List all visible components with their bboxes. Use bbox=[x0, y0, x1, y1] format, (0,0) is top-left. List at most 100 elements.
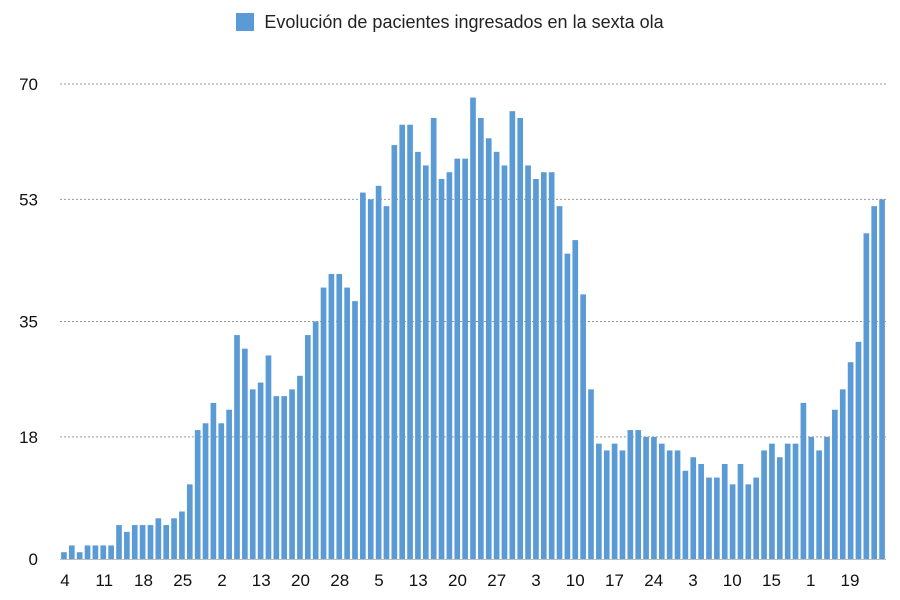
bar bbox=[155, 518, 162, 559]
bar bbox=[596, 443, 602, 559]
legend-swatch bbox=[236, 13, 255, 31]
x-tick-label: 25 bbox=[173, 571, 192, 590]
x-tick-label: 27 bbox=[487, 571, 506, 590]
bar bbox=[635, 430, 642, 559]
bar bbox=[478, 117, 484, 559]
bar bbox=[139, 525, 146, 559]
bar bbox=[124, 531, 130, 559]
bar bbox=[179, 511, 185, 559]
y-tick-label: 53 bbox=[19, 190, 38, 209]
bar bbox=[706, 477, 712, 559]
bar bbox=[800, 402, 807, 559]
bar bbox=[116, 525, 122, 559]
x-tick-label: 4 bbox=[60, 571, 69, 590]
bar bbox=[68, 545, 75, 559]
bar bbox=[328, 274, 335, 559]
bar bbox=[92, 545, 99, 559]
bar bbox=[658, 443, 665, 559]
bar bbox=[218, 423, 225, 559]
y-tick-label: 0 bbox=[29, 550, 38, 569]
bar bbox=[753, 477, 760, 559]
x-tick-label: 1 bbox=[806, 571, 815, 590]
bar bbox=[627, 430, 634, 559]
bar bbox=[100, 545, 107, 559]
bar bbox=[454, 158, 461, 559]
bar bbox=[879, 199, 885, 559]
bar bbox=[517, 117, 524, 559]
bar bbox=[666, 450, 673, 559]
bar bbox=[446, 172, 453, 559]
bar bbox=[344, 287, 350, 559]
bar bbox=[855, 341, 862, 559]
bar bbox=[265, 355, 272, 559]
x-tick-label: 2 bbox=[217, 571, 226, 590]
bar bbox=[249, 389, 256, 559]
x-tick-label: 10 bbox=[566, 571, 585, 590]
bar bbox=[540, 172, 547, 559]
legend-label: Evolución de pacientes ingresados en la … bbox=[264, 12, 664, 32]
bar bbox=[776, 457, 783, 559]
bar bbox=[485, 138, 492, 560]
bar bbox=[690, 457, 697, 559]
bar bbox=[863, 233, 870, 560]
bar bbox=[556, 206, 563, 559]
bar bbox=[163, 525, 170, 559]
y-tick-label: 70 bbox=[19, 75, 38, 94]
bar bbox=[871, 206, 878, 559]
bar bbox=[76, 552, 83, 559]
bar bbox=[493, 151, 500, 559]
bar bbox=[391, 145, 398, 560]
bar bbox=[824, 436, 830, 559]
bar bbox=[415, 151, 421, 559]
x-tick-label: 11 bbox=[95, 571, 113, 590]
bar bbox=[729, 484, 736, 559]
bar bbox=[399, 124, 406, 559]
bar bbox=[643, 436, 649, 559]
bar bbox=[383, 206, 390, 559]
y-tick-label: 18 bbox=[19, 428, 38, 447]
bar bbox=[580, 294, 586, 559]
bar bbox=[745, 484, 752, 559]
bar bbox=[784, 443, 791, 559]
bar bbox=[210, 402, 217, 559]
bar bbox=[721, 464, 728, 559]
bar bbox=[832, 409, 838, 559]
x-tick-label: 28 bbox=[330, 571, 349, 590]
bar bbox=[186, 484, 193, 559]
bar bbox=[108, 545, 114, 559]
bar bbox=[360, 192, 366, 560]
x-tick-label: 13 bbox=[409, 571, 428, 590]
bar bbox=[375, 185, 382, 560]
x-tick-label: 19 bbox=[841, 571, 860, 590]
bar bbox=[257, 382, 264, 559]
bar bbox=[674, 450, 681, 559]
bar bbox=[194, 430, 201, 559]
bar bbox=[603, 450, 610, 559]
bar bbox=[548, 172, 555, 559]
bar bbox=[312, 321, 319, 559]
bar bbox=[501, 165, 508, 559]
x-tick-label: 18 bbox=[134, 571, 153, 590]
bar bbox=[422, 165, 429, 559]
bar bbox=[171, 518, 177, 559]
bar bbox=[202, 423, 209, 559]
bar bbox=[289, 389, 295, 559]
y-tick-label: 35 bbox=[19, 313, 38, 332]
bar bbox=[611, 443, 618, 559]
bar bbox=[352, 301, 358, 559]
x-tick-label: 3 bbox=[688, 571, 697, 590]
bar bbox=[242, 348, 248, 559]
bar bbox=[84, 545, 91, 559]
bar bbox=[336, 274, 343, 559]
bar bbox=[147, 525, 154, 559]
bar bbox=[533, 179, 539, 559]
x-tick-label: 10 bbox=[723, 571, 742, 590]
bar bbox=[651, 436, 657, 559]
bar bbox=[438, 179, 445, 559]
bar bbox=[682, 470, 689, 559]
x-tick-label: 15 bbox=[762, 571, 781, 590]
x-tick-label: 20 bbox=[291, 571, 310, 590]
bar bbox=[273, 396, 280, 559]
bar bbox=[808, 436, 815, 559]
